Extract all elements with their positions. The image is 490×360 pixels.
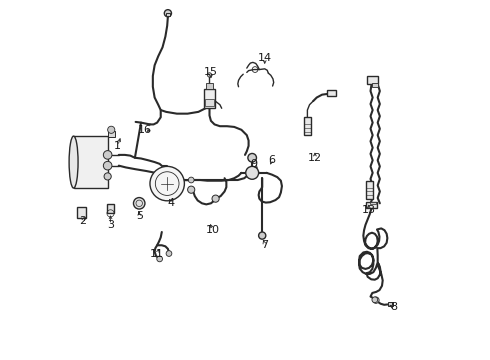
Bar xyxy=(366,202,377,208)
Bar xyxy=(205,99,214,107)
Text: 9: 9 xyxy=(250,159,258,169)
Text: 11: 11 xyxy=(150,248,164,258)
Ellipse shape xyxy=(69,136,78,188)
Bar xyxy=(327,90,337,96)
Circle shape xyxy=(133,198,145,209)
Text: 1: 1 xyxy=(114,141,121,151)
Circle shape xyxy=(157,256,163,262)
Text: 13: 13 xyxy=(362,206,376,216)
Text: 12: 12 xyxy=(308,153,322,163)
Bar xyxy=(77,207,86,218)
Circle shape xyxy=(108,126,115,134)
Circle shape xyxy=(166,251,172,256)
Text: 10: 10 xyxy=(206,225,220,235)
Bar xyxy=(367,76,378,84)
Bar xyxy=(388,302,393,306)
Circle shape xyxy=(248,153,256,162)
Text: 4: 4 xyxy=(168,198,175,208)
Circle shape xyxy=(104,173,111,180)
Circle shape xyxy=(373,297,379,303)
Text: 8: 8 xyxy=(390,302,397,312)
Bar xyxy=(108,131,115,137)
Text: 16: 16 xyxy=(138,125,151,135)
Circle shape xyxy=(188,177,194,183)
Circle shape xyxy=(212,195,219,202)
Circle shape xyxy=(259,232,266,239)
Bar xyxy=(74,136,108,188)
Text: 7: 7 xyxy=(261,239,269,249)
Bar xyxy=(304,117,311,135)
Text: 15: 15 xyxy=(204,67,218,77)
Text: 14: 14 xyxy=(258,53,272,63)
Circle shape xyxy=(164,10,171,17)
Bar xyxy=(166,13,170,17)
Text: 3: 3 xyxy=(107,220,114,230)
Circle shape xyxy=(150,166,184,201)
Text: 5: 5 xyxy=(136,211,143,221)
Bar xyxy=(107,204,114,213)
Bar xyxy=(206,83,213,89)
Bar xyxy=(366,181,373,199)
Circle shape xyxy=(372,297,378,303)
Circle shape xyxy=(188,186,195,193)
Bar xyxy=(370,202,376,204)
Bar xyxy=(204,89,215,108)
Bar xyxy=(372,83,378,87)
Circle shape xyxy=(207,73,212,77)
Circle shape xyxy=(245,166,259,179)
Circle shape xyxy=(103,161,112,170)
Text: 2: 2 xyxy=(79,216,86,226)
Text: 6: 6 xyxy=(269,155,275,165)
Circle shape xyxy=(103,150,112,159)
